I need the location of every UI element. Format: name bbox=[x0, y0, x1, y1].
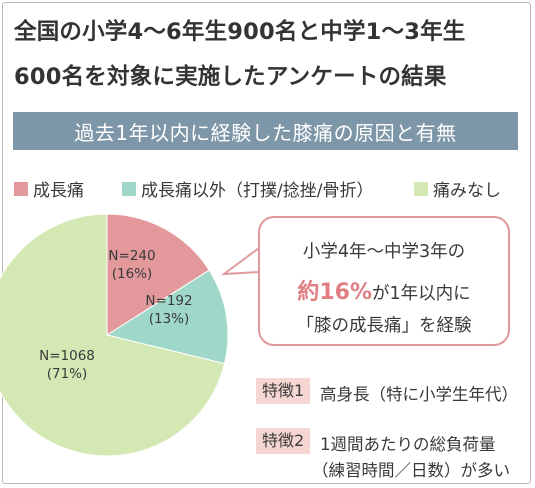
callout-pointer bbox=[220, 247, 260, 276]
legend-item-other-cause: 成長痛以外（打撲/捻挫/骨折） bbox=[122, 176, 373, 201]
legend-swatch-growth-pain bbox=[14, 181, 28, 196]
pie-slice-1 bbox=[106, 213, 210, 336]
callout-line-1: 小学4年〜中学3年の bbox=[302, 242, 466, 262]
slice-percent-label-2: (13%) bbox=[149, 311, 190, 327]
legend-item-growth-pain: 成長痛 bbox=[14, 176, 84, 201]
pie-slice-3 bbox=[0, 213, 226, 457]
pie-slice-2 bbox=[105, 269, 229, 365]
callout-line-2: 約16%が1年以内に bbox=[260, 274, 508, 306]
feature-tag-1: 特徴1 bbox=[256, 378, 311, 404]
slice-count-label-3: N=1068 bbox=[39, 348, 95, 364]
feature-text-1: 高身長（特に小学生年代） bbox=[320, 385, 518, 404]
feature-text-2-line2: （練習時間／日数）が多い bbox=[312, 461, 510, 480]
feature-text-2: 1週間あたりの総負荷量 bbox=[320, 435, 496, 454]
legend-label-growth-pain: 成長痛 bbox=[33, 181, 84, 201]
legend-label-no-pain: 痛みなし bbox=[433, 181, 501, 201]
callout-box: 小学4年〜中学3年の 約16%が1年以内に 「膝の成長痛」を経験 bbox=[258, 216, 510, 346]
callout-line-3: 「膝の成長痛」を経験 bbox=[296, 316, 472, 336]
legend-label-other-cause: 成長痛以外（打撲/捻挫/骨折） bbox=[141, 181, 374, 201]
section-banner: 過去1年以内に経験した膝痛の原因と有無 bbox=[13, 112, 518, 150]
callout-emphasis: 約16% bbox=[297, 280, 373, 305]
slice-count-label-1: N=240 bbox=[108, 248, 155, 264]
slice-percent-label-1: (16%) bbox=[112, 266, 153, 282]
chart-legend: 成長痛 成長痛以外（打撲/捻挫/骨折） 痛みなし bbox=[14, 176, 524, 201]
title-line-2: 600名を対象に実施したアンケートの結果 bbox=[14, 64, 447, 90]
legend-item-no-pain: 痛みなし bbox=[414, 176, 501, 201]
slice-percent-label-3: (71%) bbox=[47, 366, 88, 382]
slice-count-label-2: N=192 bbox=[145, 293, 192, 309]
callout-line-2-rest: が1年以内に bbox=[372, 284, 471, 304]
legend-swatch-no-pain bbox=[414, 181, 428, 196]
legend-swatch-other-cause bbox=[122, 181, 136, 196]
feature-tag-2: 特徴2 bbox=[256, 428, 311, 454]
title-line-1: 全国の小学4〜6年生900名と中学1〜3年生 bbox=[14, 19, 466, 45]
